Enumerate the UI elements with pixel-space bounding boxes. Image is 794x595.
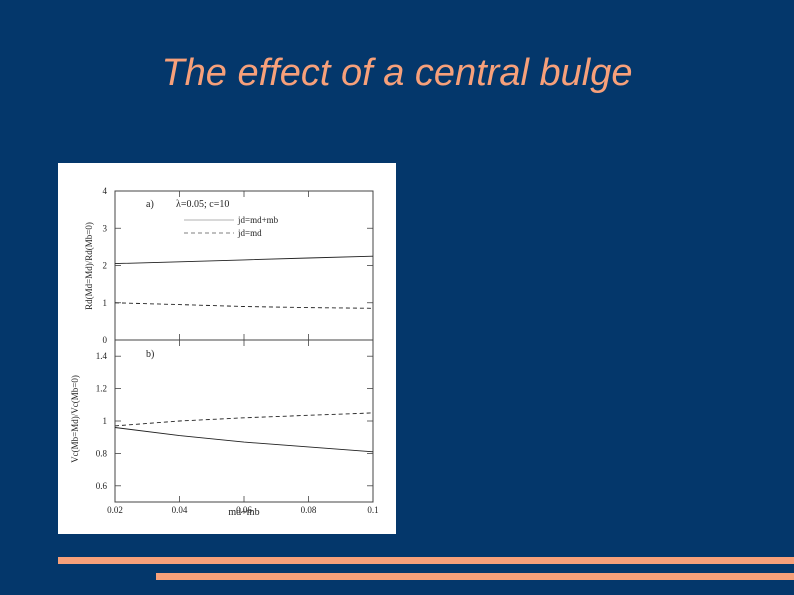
- panel-a-lines: [114, 255, 374, 309]
- x-axis-label: md+mb: [228, 507, 259, 518]
- panel-b-xtick-label: 0.1: [367, 505, 378, 515]
- panel-a-label: a): [146, 199, 154, 210]
- panel-a-ylabel: Rd(Md=Md)/Rd(Mb=0): [84, 222, 94, 310]
- panel-a-series-solid: [114, 255, 374, 265]
- panel-b-ytick-label: 0.8: [96, 448, 108, 458]
- panel-a-ytick-label: 0: [103, 335, 108, 345]
- accent-bar-top: [58, 557, 794, 564]
- panel-b-lines: [114, 412, 374, 453]
- panel-b-xtick-label: 0.02: [107, 505, 123, 515]
- panel-b-ytick-label: 1.4: [96, 351, 108, 361]
- legend-label-solid: jd=md+mb: [237, 215, 279, 225]
- legend-label-dashed: jd=md: [237, 228, 262, 238]
- accent-bar-bottom: [156, 573, 794, 580]
- panel-b-xtick-label: 0.08: [301, 505, 317, 515]
- slide-title: The effect of a central bulge: [161, 52, 633, 94]
- panel-a-ytick-label: 4: [103, 186, 108, 196]
- panel-b-ytick-label: 1.2: [96, 384, 107, 394]
- panel-b-label: b): [146, 349, 154, 360]
- panel-a-ytick-label: 2: [103, 261, 108, 271]
- panel-a-series-dashed: [114, 302, 374, 309]
- panel-b-ytick-label: 0.6: [96, 481, 108, 491]
- panel-b-ticks: 0.6 0.8 1 1.2 1.4 0.02 0.04 0.06 0.08 0.1: [96, 340, 379, 515]
- panel-a-frame: [114, 190, 374, 341]
- panel-b-xtick-label: 0.06: [236, 505, 252, 515]
- panel-a-ytick-label: 1: [103, 298, 108, 308]
- panel-b-series-solid: [114, 427, 374, 453]
- chart-svg: 0 1 2 3 4 0.6 0.8 1 1.2 1.4 0.02 0.04 0.06 0.08 0.1 a…: [70, 186, 379, 518]
- panel-a-annotation: λ=0.05; c=10: [176, 199, 229, 210]
- panel-b-frame: [114, 339, 374, 503]
- panel-b-xtick-label: 0.04: [172, 505, 188, 515]
- panel-b-ylabel: Vc(Mb=Md)/Vc(Mb=0): [70, 375, 80, 463]
- panel-b-ytick-label: 1: [103, 416, 108, 426]
- panel-b-series-dashed: [114, 412, 374, 427]
- panel-a-ticks: 0 1 2 3 4: [103, 186, 374, 345]
- bulge-figure: 0 1 2 3 4 0.6 0.8 1 1.2 1.4 0.02 0.04 0.06 0.08 0.1 a…: [58, 163, 396, 534]
- panel-a-ytick-label: 3: [103, 223, 108, 233]
